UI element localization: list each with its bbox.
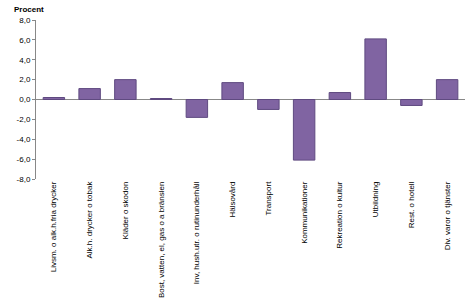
- svg-text:-6,0: -6,0: [17, 155, 31, 164]
- svg-text:2,0: 2,0: [19, 75, 31, 84]
- svg-text:6,0: 6,0: [19, 36, 31, 45]
- svg-text:4,0: 4,0: [19, 56, 31, 65]
- svg-text:Utbildning: Utbildning: [371, 182, 380, 218]
- svg-text:Kläder o skodon: Kläder o skodon: [121, 182, 130, 240]
- svg-text:-2,0: -2,0: [17, 115, 31, 124]
- svg-text:Kommunikationer: Kommunikationer: [300, 181, 309, 244]
- svg-text:-8,0: -8,0: [17, 175, 31, 184]
- svg-text:Rekreation o kultur: Rekreation o kultur: [335, 181, 344, 248]
- svg-text:Div. varor o tjänster: Div. varor o tjänster: [443, 181, 452, 250]
- svg-text:Procent: Procent: [14, 5, 44, 14]
- svg-text:Bost, vatten, el, gas o a brän: Bost, vatten, el, gas o a bränslen: [157, 182, 166, 299]
- svg-text:8,0: 8,0: [19, 16, 31, 25]
- svg-text:0,0: 0,0: [19, 95, 31, 104]
- svg-text:Transport: Transport: [264, 181, 273, 216]
- svg-text:Rest. o hotell: Rest. o hotell: [407, 181, 416, 228]
- svg-text:-4,0: -4,0: [17, 135, 31, 144]
- svg-text:Hälsovård: Hälsovård: [228, 182, 237, 218]
- svg-text:Livsm. o alk.h.fria drycker: Livsm. o alk.h.fria drycker: [49, 181, 58, 272]
- svg-text:Inv, hush.utr. o rutinunderhål: Inv, hush.utr. o rutinunderhåll: [192, 181, 201, 284]
- svg-text:Alk.h. drycker o tobak: Alk.h. drycker o tobak: [85, 181, 94, 259]
